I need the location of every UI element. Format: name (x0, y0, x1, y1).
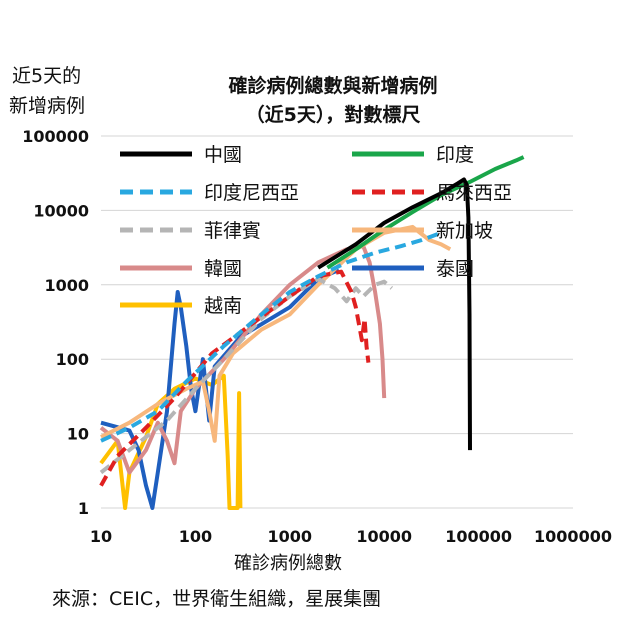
chart-title: 確診病例總數與新增病例 (228, 74, 437, 97)
legend-label-7: 泰國 (436, 258, 474, 280)
y-tick-labels: 1 10 100 1000 10000 100000 (22, 127, 89, 518)
x-tick-label: 1000000 (534, 527, 612, 546)
legend-label-1: 印度 (436, 144, 474, 166)
y-tick-label: 10 (67, 425, 89, 444)
x-tick-label: 1000 (268, 527, 313, 546)
plot-area (99, 155, 525, 510)
y-axis-label: 近5天的 新增病例 (9, 65, 85, 117)
x-axis-label: 確診病例總數 (234, 553, 342, 574)
legend-label-3: 馬來西亞 (436, 182, 512, 204)
y-tick-label: 1 (78, 499, 89, 518)
series-line-5 (100, 224, 452, 443)
chart-subtitle: （近5天），對數標尺 (246, 103, 421, 126)
series-line-2 (100, 230, 442, 443)
legend-label-0: 中國 (204, 144, 242, 166)
y-axis-label-line2: 新增病例 (9, 95, 85, 117)
y-tick-label: 100000 (22, 127, 89, 146)
legend-label-5: 新加坡 (436, 220, 493, 242)
x-tick-label: 10 (90, 527, 112, 546)
y-axis-label-line1: 近5天的 (12, 65, 81, 87)
y-tick-label: 100 (56, 350, 89, 369)
x-tick-labels: 10 100 1000 10000 100000 1000000 (90, 527, 612, 546)
series-line-1 (326, 155, 525, 270)
series-line-3 (99, 269, 371, 487)
legend-label-8: 越南 (204, 295, 242, 317)
legend-label-4: 菲律賓 (204, 220, 261, 242)
x-tick-label: 100 (179, 527, 212, 546)
legend-label-6: 韓國 (204, 258, 242, 280)
legend-label-2: 印度尼西亞 (204, 182, 299, 204)
y-tick-label: 10000 (33, 201, 89, 220)
x-tick-label: 10000 (356, 527, 412, 546)
y-tick-label: 1000 (44, 276, 89, 295)
series-line-7 (100, 267, 340, 510)
series-line-4 (99, 276, 394, 475)
x-tick-label: 100000 (445, 527, 512, 546)
source-note: 來源：CEIC，世界衛生組織，星展集團 (52, 588, 381, 610)
